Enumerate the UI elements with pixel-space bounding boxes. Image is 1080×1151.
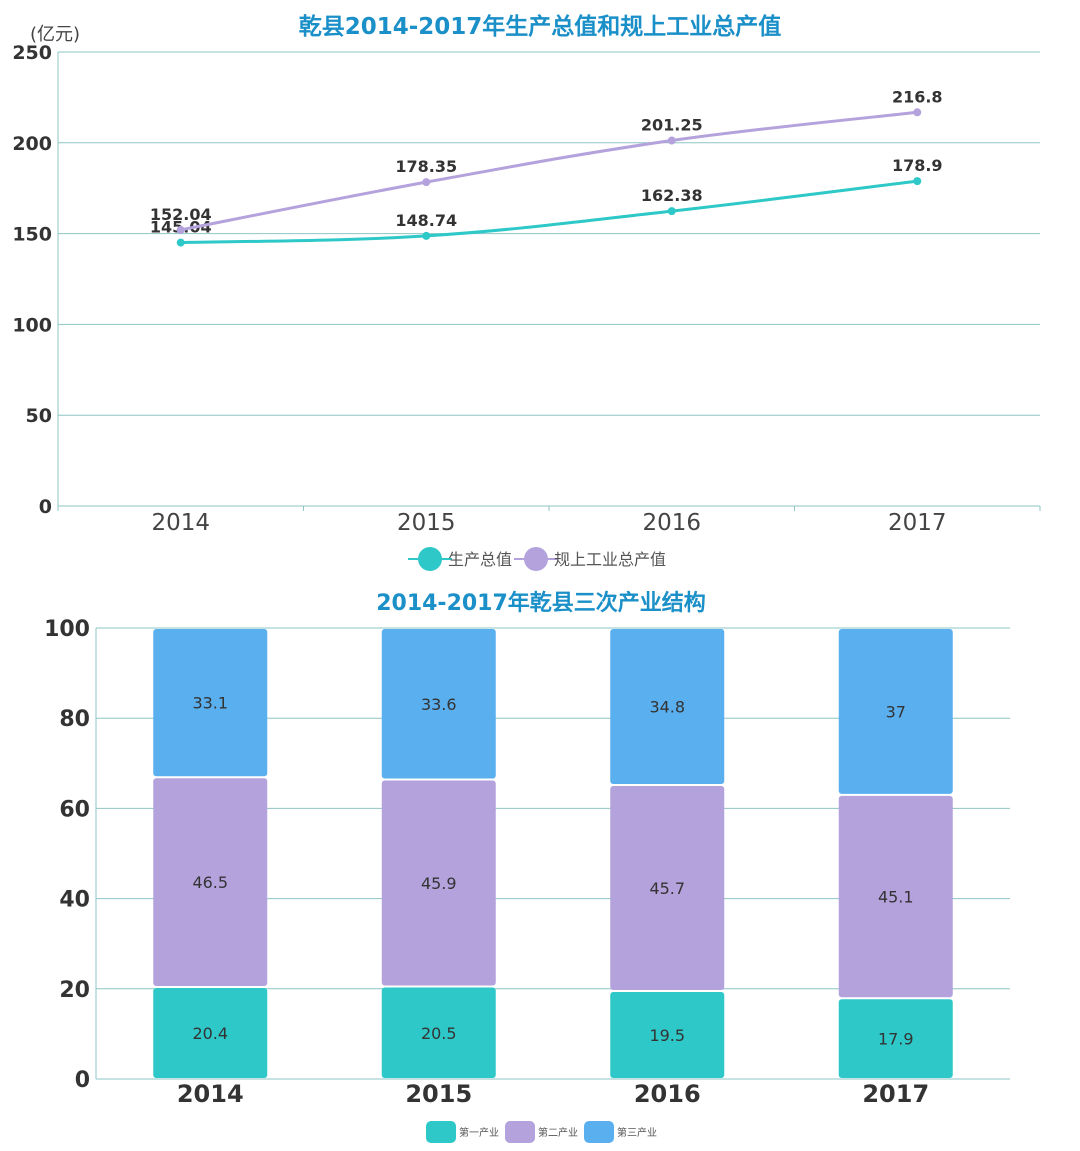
bar-data-label: 45.1 bbox=[878, 888, 914, 907]
line-y-tick-label: 150 bbox=[12, 224, 52, 246]
line-chart-title: 乾县2014-2017年生产总值和规上工业总产值 bbox=[299, 13, 782, 40]
line-x-tick-label: 2014 bbox=[151, 510, 210, 536]
bar-y-tick-label: 100 bbox=[44, 617, 90, 642]
bar-y-tick-label: 20 bbox=[59, 978, 90, 1003]
bar-chart-title: 2014-2017年乾县三次产业结构 bbox=[376, 590, 706, 616]
line-x-tick-label: 2017 bbox=[888, 510, 947, 536]
bar-legend-swatch bbox=[584, 1121, 614, 1143]
line-x-tick-label: 2015 bbox=[397, 510, 456, 536]
bar-segment-3 bbox=[153, 629, 268, 777]
bar-data-label: 33.6 bbox=[421, 695, 457, 714]
line-data-label: 162.38 bbox=[641, 186, 703, 205]
bar-segment-3 bbox=[838, 629, 953, 794]
bar-chart: 2014-2017年乾县三次产业结构 0 20 40 60 80 100 20.4 46.5 3… bbox=[44, 590, 1010, 1143]
bar-legend-label: 第三产业 bbox=[617, 1126, 657, 1139]
line-y-tick-label: 200 bbox=[12, 133, 52, 155]
bar-x-tick-label: 2016 bbox=[634, 1080, 701, 1108]
bar-legend-swatch bbox=[505, 1121, 535, 1143]
line-data-label: 152.04 bbox=[150, 205, 212, 224]
bar-segment-2 bbox=[381, 780, 496, 986]
bar-data-label: 34.8 bbox=[649, 697, 685, 716]
bar-data-label: 20.4 bbox=[192, 1024, 228, 1043]
line-point bbox=[913, 177, 922, 186]
line-x-tick-label: 2016 bbox=[642, 510, 701, 536]
bar-segment-2 bbox=[610, 785, 725, 991]
line-y-tick-label: 100 bbox=[12, 314, 52, 336]
bar-legend-label: 第一产业 bbox=[459, 1126, 499, 1139]
bar-legend-swatch bbox=[426, 1121, 456, 1143]
bar-y-tick-label: 80 bbox=[59, 707, 90, 732]
bar-segment-2 bbox=[838, 795, 953, 998]
bar-segment-2 bbox=[153, 778, 268, 986]
bar-segment-1 bbox=[610, 992, 725, 1078]
line-point bbox=[422, 178, 431, 187]
bar-segment-1 bbox=[153, 987, 268, 1078]
line-series-1 bbox=[180, 179, 918, 245]
line-legend-marker bbox=[524, 547, 548, 571]
bar-legend-label: 第二产业 bbox=[538, 1126, 578, 1139]
line-data-label: 201.25 bbox=[641, 116, 703, 135]
bar-segment-3 bbox=[610, 629, 725, 784]
bar-data-label: 20.5 bbox=[421, 1024, 457, 1043]
line-legend-label: 规上工业总产值 bbox=[554, 550, 666, 569]
line-series-2 bbox=[180, 110, 918, 232]
line-point bbox=[176, 238, 185, 247]
line-legend-label: 生产总值 bbox=[448, 550, 512, 569]
bar-y-tick-label: 40 bbox=[59, 888, 90, 913]
line-data-label: 216.8 bbox=[892, 87, 943, 106]
line-chart-unit-label: (亿元) bbox=[30, 24, 80, 45]
line-y-tick-label: 250 bbox=[12, 42, 52, 64]
bar-y-tick-label: 0 bbox=[75, 1068, 90, 1093]
line-data-label: 148.74 bbox=[395, 211, 457, 230]
bar-x-tick-label: 2017 bbox=[862, 1080, 929, 1108]
line-data-label: 178.35 bbox=[395, 157, 457, 176]
bar-y-tick-label: 60 bbox=[59, 797, 90, 822]
bar-data-label: 17.9 bbox=[878, 1030, 914, 1049]
line-y-tick-label: 0 bbox=[39, 496, 52, 518]
bar-data-label: 46.5 bbox=[192, 873, 228, 892]
bar-x-tick-label: 2015 bbox=[405, 1080, 472, 1108]
bar-segment-1 bbox=[381, 987, 496, 1078]
line-data-label: 178.9 bbox=[892, 156, 943, 175]
bar-data-label: 37 bbox=[886, 702, 906, 721]
bar-x-tick-label: 2014 bbox=[177, 1080, 244, 1108]
bar-segment-3 bbox=[381, 629, 496, 779]
line-point bbox=[176, 225, 185, 234]
line-point bbox=[667, 207, 676, 216]
line-point bbox=[667, 136, 676, 145]
line-chart: 乾县2014-2017年生产总值和规上工业总产值 (亿元) 0 50 100 150 2… bbox=[12, 13, 1041, 571]
line-legend-marker bbox=[418, 547, 442, 571]
bar-data-label: 19.5 bbox=[649, 1026, 685, 1045]
bar-data-label: 33.1 bbox=[192, 694, 228, 713]
line-point bbox=[913, 108, 922, 117]
bar-segment-1 bbox=[838, 999, 953, 1078]
line-y-tick-label: 50 bbox=[26, 405, 52, 427]
line-point bbox=[422, 231, 431, 240]
bar-data-label: 45.7 bbox=[649, 879, 685, 898]
bar-data-label: 45.9 bbox=[421, 874, 457, 893]
